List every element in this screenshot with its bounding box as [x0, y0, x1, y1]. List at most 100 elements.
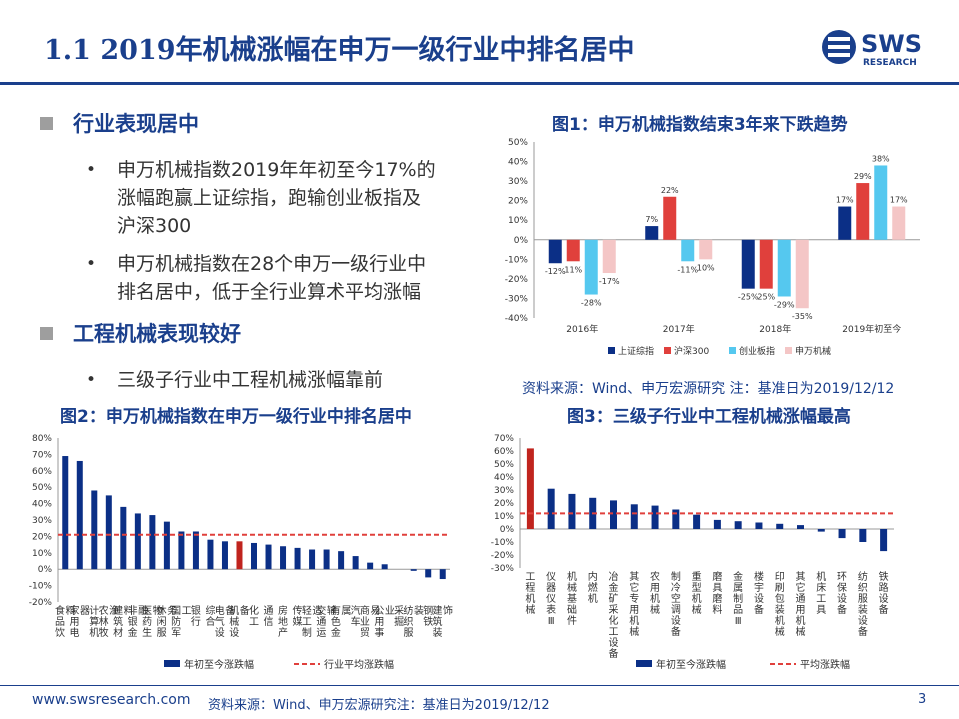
y-tick-label: 20%	[494, 499, 514, 509]
y-tick-label: 30%	[494, 486, 514, 496]
x-tick-label-char: 燃	[588, 581, 598, 594]
bar	[62, 456, 69, 570]
x-tick-label-char: 机	[229, 604, 239, 617]
legend-label: 申万机械	[795, 345, 831, 357]
y-tick-label: -40%	[505, 314, 529, 324]
y-tick-label: 10%	[32, 549, 52, 559]
x-tick-label-char: 钢	[423, 604, 433, 617]
x-tick-label-char: 业	[385, 605, 395, 617]
section-heading-2: 工程机械表现较好	[40, 318, 241, 348]
bar	[795, 239, 809, 309]
bar	[776, 523, 784, 529]
bar	[681, 239, 695, 262]
bar	[439, 569, 446, 580]
y-tick-label: 60%	[494, 447, 514, 457]
x-tick-label-char: 备	[858, 625, 868, 638]
bar	[610, 500, 617, 529]
y-tick-label: 30%	[32, 516, 52, 526]
data-label: -12%	[545, 267, 566, 276]
legend-label: 年初至今涨跌幅	[656, 658, 726, 671]
x-tick-label-char: 工	[525, 572, 535, 583]
x-tick-label-char: 机	[588, 592, 598, 605]
bar	[741, 239, 755, 289]
x-tick-label-char: 用	[796, 605, 806, 616]
x-tick-label-char: 械	[629, 625, 639, 638]
footer-website-link[interactable]: www.swsresearch.com	[32, 692, 191, 708]
bar	[207, 539, 214, 570]
x-tick-label-char: 其	[629, 571, 639, 583]
x-tick-label-char: 具	[816, 604, 826, 616]
section-bullet-square	[40, 326, 53, 340]
x-tick-label-char: 备	[609, 647, 619, 660]
x-tick-label-char: 装	[432, 626, 442, 639]
bar	[294, 547, 301, 570]
y-tick-label: 20%	[508, 197, 528, 207]
x-tick-label-char: 牧	[99, 626, 109, 639]
x-tick-label-char: 工	[609, 627, 619, 638]
x-tick-label-char: 工	[302, 617, 312, 628]
legend-swatch	[729, 347, 736, 354]
x-tick-label-char: 材	[113, 626, 123, 639]
x-tick-label-char: 化	[609, 614, 619, 627]
bar	[693, 514, 701, 529]
bar	[797, 525, 804, 529]
x-tick-label-char: 地	[278, 615, 288, 628]
x-tick-label-char: 设	[671, 615, 681, 627]
y-tick-label: 40%	[508, 158, 528, 168]
x-tick-label-char: 仪	[546, 571, 556, 583]
x-tick-label-char: 行	[191, 615, 201, 628]
chart-1-index-trend: 50% 40% 30% 20% 10% 0% -10% -20% -30% -40% 2016年 -1…	[505, 138, 920, 357]
figure-1-source: 资料来源：Wind、申万宏源研究 注：基准日为2019/12/12	[522, 381, 895, 397]
x-tick-label-char: 服	[403, 627, 413, 639]
data-label: 22%	[661, 186, 679, 195]
bullet-dot: •	[86, 160, 97, 180]
x-tick-label-char: 调	[671, 604, 681, 616]
x-tick-label-char: 算	[89, 615, 99, 628]
x-tick-label-char: 制	[671, 570, 681, 583]
section-heading-1: 行业表现居中	[40, 108, 199, 138]
slide-header: 1.1 2019年机械涨幅在申万一级行业中排名居中 SWS RESEARCH	[0, 0, 959, 88]
x-tick-label-char: 电	[70, 626, 80, 639]
x-tick-label-char: 建	[432, 604, 442, 617]
logo-subtext: RESEARCH	[863, 58, 917, 68]
x-tick-label-char: 工	[182, 606, 192, 617]
y-tick-label: 0%	[38, 565, 53, 575]
chart-3-subindustry-ranking: 70%60%50%40%30%20%10%0%-10%-20%-30%工程机械仪…	[491, 434, 894, 671]
x-tick-label-char: 机	[650, 592, 660, 605]
bar	[236, 541, 243, 570]
y-tick-label: 70%	[494, 434, 514, 444]
bar	[566, 239, 580, 262]
bar	[602, 239, 616, 274]
x-tick-label-char: 刷	[775, 582, 785, 594]
x-tick-label-char: 工	[816, 594, 826, 605]
x-tick-label-char: 专	[629, 592, 639, 605]
x-tick-label-char: 重	[692, 570, 702, 583]
bullet-dot: •	[86, 370, 97, 390]
x-tick-label-char: 传	[293, 605, 303, 617]
y-tick-label: 80%	[32, 434, 52, 444]
x-tick-label-char: 信	[264, 616, 274, 628]
y-tick-label: -10%	[491, 538, 515, 548]
x-tick-label-char: 基	[567, 592, 577, 605]
x-tick-label-char: 工	[249, 617, 259, 628]
x-tick-label-char: 件	[567, 615, 577, 627]
x-tick-label-char: 纺	[858, 570, 868, 583]
x-tick-label-char: 磨	[712, 571, 722, 583]
x-tick-label-char: 械	[525, 603, 535, 616]
bar	[880, 529, 888, 552]
x-tick-label: 2017年	[663, 323, 695, 335]
bar	[192, 531, 199, 570]
x-tick-label-char: 采	[609, 604, 619, 616]
x-tick-label-char: 业	[360, 616, 370, 628]
bar	[323, 549, 330, 570]
x-tick-label-char: 电	[215, 604, 225, 617]
bar	[663, 196, 677, 240]
x-tick-label-char: 械	[775, 625, 785, 638]
x-tick-label-char: 纺	[403, 604, 413, 617]
x-tick-label-char: 路	[879, 581, 889, 594]
x-tick-label-char: 品	[55, 616, 65, 628]
x-tick-label-char: 金	[733, 570, 743, 583]
bullet-1-line-2: 涨幅跑赢上证综指，跑输创业板指及	[117, 187, 422, 209]
bar	[651, 505, 659, 529]
x-tick-label-char: 贸	[360, 627, 370, 639]
